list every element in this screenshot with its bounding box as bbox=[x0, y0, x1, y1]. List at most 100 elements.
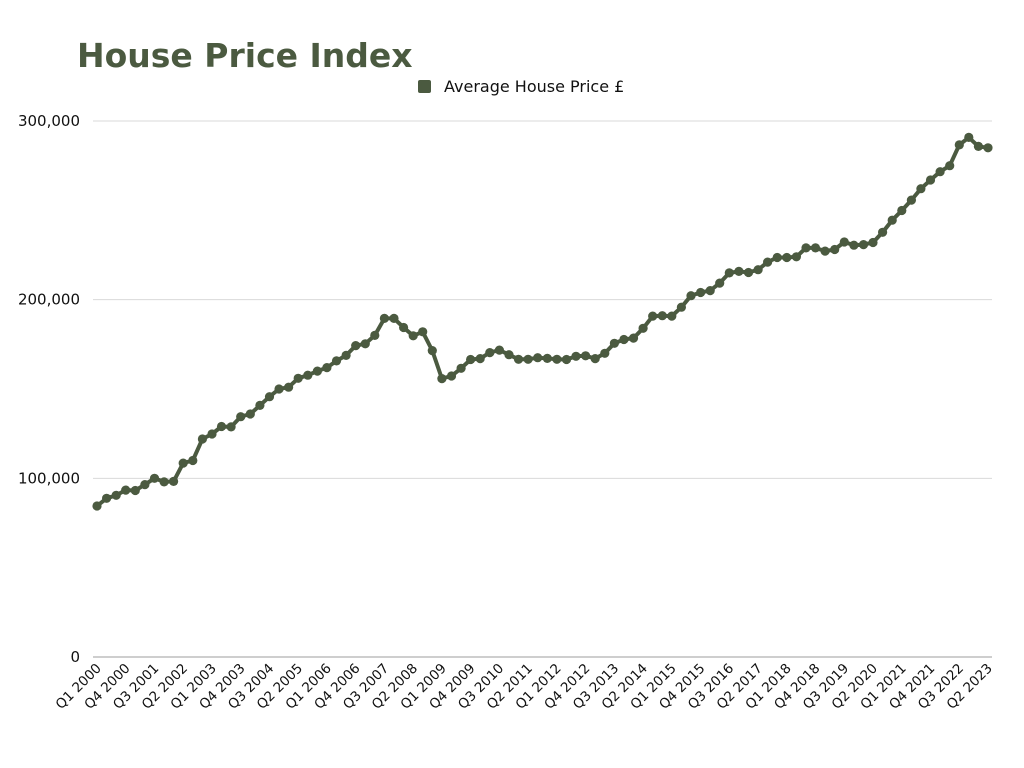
y-tick-label: 200,000 bbox=[18, 291, 80, 309]
data-point bbox=[140, 480, 150, 490]
data-point bbox=[504, 350, 514, 360]
data-point bbox=[619, 334, 629, 345]
data-point bbox=[628, 333, 639, 343]
data-point bbox=[686, 291, 696, 301]
data-point bbox=[734, 266, 744, 276]
data-point bbox=[542, 353, 552, 363]
data-point bbox=[284, 382, 294, 392]
data-point bbox=[753, 265, 763, 275]
legend-label: Average House Price £ bbox=[444, 77, 624, 96]
data-point bbox=[121, 485, 131, 495]
data-point bbox=[571, 351, 581, 361]
data-point bbox=[236, 412, 246, 422]
data-point bbox=[274, 384, 284, 394]
data-point bbox=[102, 493, 112, 503]
data-point bbox=[408, 331, 418, 341]
data-point bbox=[475, 354, 485, 364]
data-point bbox=[906, 195, 917, 205]
data-point bbox=[676, 302, 687, 312]
data-point bbox=[954, 140, 964, 150]
data-point bbox=[820, 246, 830, 256]
data-point bbox=[130, 485, 140, 496]
data-point bbox=[427, 346, 437, 356]
data-point bbox=[389, 313, 399, 323]
data-point bbox=[657, 311, 667, 321]
data-point bbox=[590, 354, 600, 364]
data-point bbox=[849, 240, 859, 250]
data-point bbox=[293, 373, 303, 383]
y-tick-label: 100,000 bbox=[18, 469, 80, 487]
data-point bbox=[897, 205, 907, 216]
data-point bbox=[312, 366, 322, 376]
data-point bbox=[743, 267, 754, 278]
data-point bbox=[456, 363, 466, 373]
data-point bbox=[379, 313, 389, 323]
data-point bbox=[360, 339, 370, 349]
data-point bbox=[935, 167, 945, 177]
chart-title: House Price Index bbox=[77, 36, 413, 75]
data-point bbox=[868, 237, 878, 248]
y-tick-label: 300,000 bbox=[18, 112, 80, 130]
y-axis-tick-labels: 0 100,000 200,000 300,000 bbox=[18, 112, 80, 666]
data-point bbox=[485, 348, 495, 358]
data-point bbox=[810, 243, 821, 253]
data-point bbox=[331, 356, 342, 366]
data-point bbox=[216, 421, 227, 432]
data-point bbox=[533, 353, 543, 363]
data-point bbox=[399, 322, 409, 333]
data-point bbox=[801, 243, 811, 253]
data-point bbox=[303, 370, 313, 380]
data-point bbox=[609, 338, 620, 348]
data-point bbox=[169, 476, 179, 486]
data-point bbox=[466, 354, 476, 365]
data-point bbox=[581, 351, 591, 361]
data-point bbox=[964, 132, 974, 142]
data-point bbox=[600, 348, 610, 358]
data-point bbox=[667, 311, 677, 321]
data-point bbox=[973, 141, 984, 151]
data-point bbox=[264, 392, 275, 402]
data-point bbox=[207, 429, 217, 439]
data-point bbox=[715, 278, 725, 288]
data-point bbox=[763, 257, 773, 267]
legend: Average House Price £ bbox=[418, 77, 624, 96]
data-point bbox=[705, 286, 715, 296]
series-line-average-house-price bbox=[95, 135, 989, 508]
series-points bbox=[92, 132, 993, 511]
gridlines bbox=[93, 120, 992, 479]
data-point bbox=[696, 287, 706, 298]
data-point bbox=[830, 244, 840, 255]
data-point bbox=[878, 227, 888, 237]
data-point bbox=[188, 455, 198, 466]
y-tick-label: 0 bbox=[70, 648, 80, 666]
data-point bbox=[418, 327, 428, 337]
data-point bbox=[772, 252, 782, 263]
data-point bbox=[111, 490, 121, 500]
data-point bbox=[446, 371, 457, 381]
data-point bbox=[245, 409, 255, 419]
data-point bbox=[92, 501, 102, 511]
data-point bbox=[638, 323, 648, 333]
data-point bbox=[561, 354, 572, 365]
data-point bbox=[370, 330, 380, 340]
data-point bbox=[648, 311, 658, 321]
data-point bbox=[341, 350, 351, 360]
data-point bbox=[839, 237, 849, 247]
data-point bbox=[255, 400, 265, 410]
data-point bbox=[197, 434, 207, 444]
data-point bbox=[149, 473, 160, 483]
data-point bbox=[322, 363, 332, 373]
data-point bbox=[437, 374, 447, 384]
data-point bbox=[916, 184, 926, 194]
legend-swatch bbox=[418, 80, 431, 93]
data-point bbox=[523, 354, 533, 364]
data-point bbox=[226, 422, 236, 432]
data-point bbox=[724, 268, 734, 278]
data-point bbox=[159, 477, 169, 487]
data-point bbox=[782, 252, 792, 263]
data-point bbox=[983, 143, 993, 153]
data-point bbox=[945, 161, 955, 171]
data-point bbox=[178, 458, 188, 468]
